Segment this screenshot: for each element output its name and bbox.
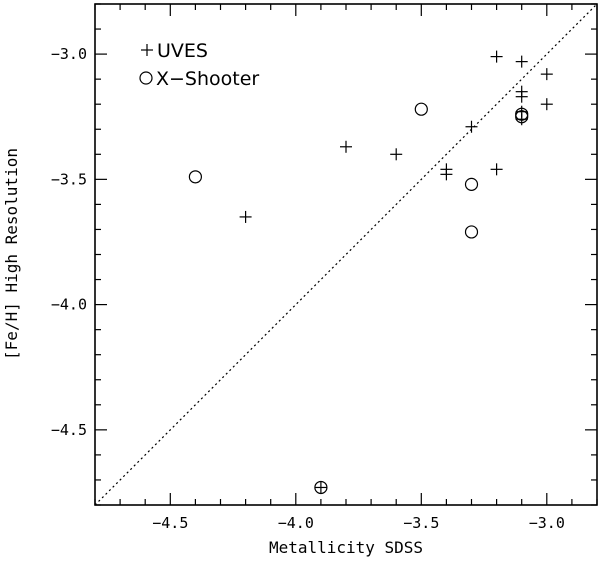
- x-tick-label: −4.0: [278, 514, 314, 532]
- xshooter-point: [464, 177, 479, 191]
- uves-point: [515, 90, 528, 103]
- data-points: [188, 50, 553, 495]
- legend-uves-label: UVES: [157, 40, 208, 62]
- xshooter-point: [464, 225, 479, 239]
- uves-point: [390, 148, 403, 161]
- uves-point: [314, 481, 327, 494]
- legend-xshooter-label: X−Shooter: [156, 68, 259, 90]
- axis-ticks: −4.5 −4.0 −3.5 −3.0 −4.5 −4.0 −3.5 −3.0: [51, 3, 598, 532]
- uves-point: [540, 98, 553, 111]
- uves-point: [465, 120, 478, 133]
- uves-point: [490, 50, 503, 63]
- legend: UVES X−Shooter: [139, 40, 259, 90]
- uves-point: [515, 55, 528, 68]
- x-tick-label: −3.0: [529, 514, 565, 532]
- y-tick-label: −3.5: [51, 170, 87, 188]
- y-tick-label: −4.0: [51, 296, 87, 314]
- legend-uves-marker: [141, 44, 153, 56]
- xshooter-point: [314, 480, 328, 495]
- one-to-one-line: [94, 3, 598, 506]
- x-axis-label: Metallicity SDSS: [269, 538, 423, 557]
- uves-point: [440, 168, 453, 181]
- xshooter-point: [188, 170, 202, 184]
- y-tick-label: −4.5: [51, 421, 87, 439]
- xshooter-point: [414, 102, 428, 116]
- y-tick-label: −3.0: [51, 45, 87, 63]
- xshooter-point: [515, 110, 529, 124]
- x-tick-label: −4.5: [152, 514, 188, 532]
- y-axis-label: [Fe/H] High Resolution: [2, 148, 21, 360]
- x-tick-label: −3.5: [403, 514, 439, 532]
- uves-point: [239, 210, 252, 223]
- uves-point: [340, 140, 352, 153]
- uves-point: [490, 163, 503, 176]
- uves-point: [540, 68, 553, 81]
- legend-xshooter-marker: [139, 71, 153, 85]
